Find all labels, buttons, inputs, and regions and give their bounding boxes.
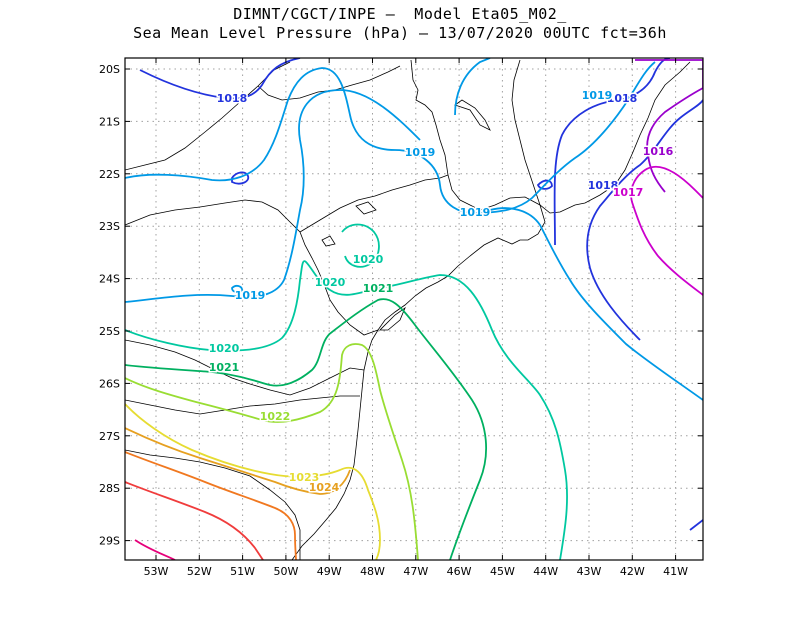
- isobar-1018-f: [689, 519, 703, 531]
- latitude-labels: 20S 21S 22S 23S 24S 25S 26S 27S 28S 29S: [99, 63, 120, 548]
- lon-label: 51W: [230, 565, 255, 578]
- lon-label: 52W: [187, 565, 212, 578]
- lat-label: 20S: [99, 63, 120, 76]
- island-1: [321, 235, 336, 247]
- lat-label: 24S: [99, 273, 120, 286]
- isobar-1019-d: [489, 207, 703, 401]
- isobar-1020-a: [341, 223, 380, 268]
- lon-label: 48W: [360, 565, 385, 578]
- lat-label: 23S: [99, 220, 120, 233]
- isobar-1017: [630, 165, 703, 296]
- lon-label: 53W: [144, 565, 169, 578]
- isobar-label: 1021: [209, 361, 240, 374]
- map-title: DIMNT/CGCT/INPE – Model Eta05_M02_: [233, 5, 567, 23]
- isobar-1018-a: [139, 58, 301, 100]
- lat-label: 28S: [99, 482, 120, 495]
- lon-label: 43W: [577, 565, 602, 578]
- axis-ticks: [125, 58, 703, 560]
- state-border-2: [257, 65, 401, 101]
- lon-label: 44W: [533, 565, 558, 578]
- state-border-6: [125, 395, 360, 415]
- isobar-1016: [635, 59, 703, 193]
- lon-label: 42W: [620, 565, 645, 578]
- plot-frame: [124, 57, 704, 561]
- isobar-1019-a: [125, 61, 656, 215]
- coastline: [410, 59, 691, 214]
- longitude-labels: 53W 52W 51W 50W 49W 48W 47W 46W 45W 44W 43W 42W 41W: [144, 565, 689, 578]
- isobar-1018-b: [231, 171, 250, 185]
- isobar-label: 1020: [315, 276, 346, 289]
- lat-label: 22S: [99, 168, 120, 181]
- island-2: [355, 201, 377, 215]
- isobar-label: 1020: [353, 253, 384, 266]
- isobar-1025: [125, 451, 297, 560]
- isobar-label: 1019: [405, 146, 436, 159]
- isobar-label: 1017: [613, 186, 644, 199]
- state-border-7: [125, 449, 301, 560]
- isobar-label: 1019: [460, 206, 491, 219]
- isobar-1024: [125, 427, 351, 495]
- isobar-label: 1022: [260, 410, 291, 423]
- lagoon: [379, 306, 406, 331]
- lon-label: 45W: [490, 565, 515, 578]
- lat-label: 29S: [99, 535, 120, 548]
- state-border-8: [511, 59, 541, 206]
- isobar-1018-e: [586, 99, 703, 341]
- isobars: [125, 58, 703, 560]
- coastline-south: [291, 204, 546, 560]
- state-border-3: [125, 199, 379, 336]
- isobar-label: 1018: [217, 92, 248, 105]
- lon-label: 50W: [273, 565, 298, 578]
- isobar-1021: [125, 298, 488, 560]
- lon-label: 49W: [317, 565, 342, 578]
- isobar-label: 1020: [209, 342, 240, 355]
- isobar-1019-b: [454, 58, 491, 116]
- lon-label: 46W: [447, 565, 472, 578]
- lon-label: 47W: [403, 565, 428, 578]
- lat-label: 26S: [99, 377, 120, 390]
- lake-1: [454, 99, 491, 131]
- isobar-1020-b: [125, 260, 568, 560]
- lat-label: 27S: [99, 430, 120, 443]
- isobar-label: 1019: [235, 289, 266, 302]
- isobar-1019-c: [125, 89, 421, 303]
- isobar-label: 1019: [582, 89, 613, 102]
- isobar-label: 1024: [309, 481, 340, 494]
- isobar-label: 1023: [289, 471, 320, 484]
- lat-label: 21S: [99, 115, 120, 128]
- isobar-label: 1016: [643, 145, 674, 158]
- map-subtitle: Sea Mean Level Pressure (hPa) – 13/07/20…: [133, 24, 667, 42]
- lon-label: 41W: [663, 565, 688, 578]
- isobar-label: 1018: [607, 92, 638, 105]
- isobar-label: 1018: [277, 42, 308, 55]
- lat-label: 25S: [99, 325, 120, 338]
- isobar-1023: [125, 403, 381, 560]
- contour-labels: 1018101810181018101910191019101910161017…: [207, 42, 675, 496]
- isobar-label: 1021: [363, 282, 394, 295]
- isobar-1022: [125, 343, 419, 560]
- isobar-label: 1018: [588, 179, 619, 192]
- state-border-5: [125, 339, 365, 396]
- isobar-1019-small: [231, 284, 243, 294]
- isobar-1027: [134, 539, 176, 560]
- state-border-4: [299, 174, 449, 233]
- coastline-borders: [125, 59, 691, 560]
- isobar-1026: [125, 481, 264, 560]
